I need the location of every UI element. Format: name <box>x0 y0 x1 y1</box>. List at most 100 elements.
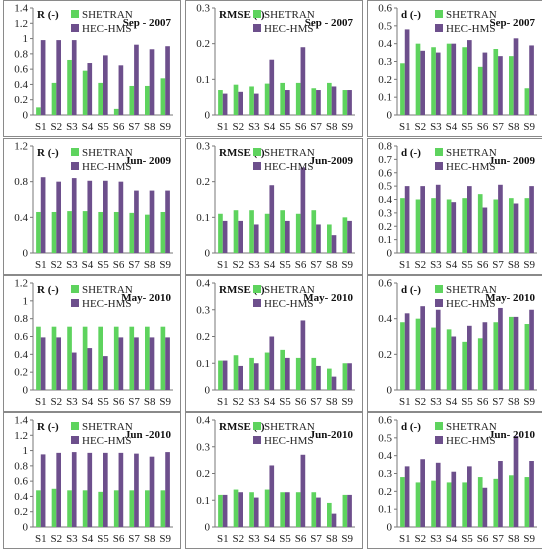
bar-shetran <box>218 360 223 390</box>
bar-shetran <box>51 82 57 115</box>
chart-panel: 0 0.2 0.4 0.6 S1 S2 S3 S4 S5 S6 S7 S8 S9 d (-) May- 20… <box>367 275 542 412</box>
bar-hec-hms <box>149 337 155 390</box>
y-tick-label: 0.4 <box>196 278 210 290</box>
legend-label-shetran: SHETRAN <box>264 284 315 296</box>
bar-shetran <box>113 108 119 115</box>
y-tick-label: 0.2 <box>378 221 392 233</box>
y-tick-label: 0.4 <box>196 415 210 427</box>
bar-hec-hms <box>149 49 155 116</box>
y-tick-label: 0.1 <box>378 234 392 246</box>
bar-shetran <box>82 326 88 390</box>
bar-hec-hms <box>165 337 170 390</box>
x-tick-label: S3 <box>66 259 78 271</box>
x-tick-label: S4 <box>264 259 276 271</box>
bar-hec-hms <box>482 207 488 253</box>
legend-swatch-shetran <box>71 148 79 156</box>
x-tick-label: S6 <box>477 259 489 271</box>
bar-hec-hms <box>269 465 275 527</box>
bar-hec-hms <box>149 190 155 253</box>
bar-shetran <box>233 355 239 390</box>
bar-hec-hms <box>420 459 425 527</box>
bar-hec-hms <box>56 337 61 390</box>
x-tick-label: S7 <box>310 396 322 408</box>
bar-hec-hms <box>451 202 457 253</box>
x-tick-label: S7 <box>128 121 140 133</box>
bar-hec-hms <box>467 40 472 115</box>
legend-label-shetran: SHETRAN <box>82 284 133 296</box>
bar-shetran <box>264 213 270 253</box>
x-tick-label: S8 <box>508 533 520 545</box>
bar-hec-hms <box>404 186 410 253</box>
chart-panel: 0 0.1 0.2 0.3 0.4 0.5 0.6 S1 S2 S3 S4 S5 S6 S7 S8 S9 d (… <box>367 0 542 137</box>
bar-shetran <box>51 326 57 390</box>
bar-hec-hms <box>498 56 503 115</box>
x-tick-label: S2 <box>415 396 427 408</box>
y-tick-label: 0.8 <box>14 176 28 188</box>
bar-shetran <box>36 490 41 527</box>
x-tick-label: S5 <box>279 259 291 271</box>
y-tick-label: 0.1 <box>196 495 210 507</box>
y-tick-label: 1 <box>23 295 29 307</box>
y-tick-label: 0.5 <box>378 181 392 193</box>
bar-shetran <box>462 198 467 253</box>
bar-shetran <box>280 349 285 390</box>
legend-label-hec-hms: HEC-HMS <box>446 435 496 447</box>
y-tick-label: 0.3 <box>378 468 392 480</box>
x-tick-label: S5 <box>461 121 473 133</box>
y-tick-label: 0 <box>387 385 393 397</box>
chart-title: Sep - 2007 <box>123 17 172 29</box>
x-tick-label: S1 <box>399 259 411 271</box>
x-tick-label: S1 <box>217 121 229 133</box>
bar-shetran <box>524 88 530 115</box>
bar-shetran <box>129 212 135 253</box>
y-tick-label: 0.2 <box>196 38 210 50</box>
bar-shetran <box>400 198 405 253</box>
legend-label-shetran: SHETRAN <box>446 147 497 159</box>
chart-title: Jun-2009 <box>310 155 354 167</box>
y-tick-label: 0.1 <box>196 74 210 86</box>
bar-hec-hms <box>435 52 441 115</box>
y-tick-label: 0.8 <box>14 460 28 472</box>
bar-shetran <box>129 490 135 527</box>
bar-hec-hms <box>40 40 46 115</box>
y-tick-label: 0.4 <box>14 79 28 91</box>
x-tick-label: S8 <box>144 121 156 133</box>
bar-hec-hms <box>103 356 108 390</box>
bar-shetran <box>342 494 348 527</box>
bar-hec-hms <box>529 309 534 390</box>
bar-hec-hms <box>103 452 108 527</box>
legend-swatch-hec-hms <box>435 299 443 307</box>
legend-label-shetran: SHETRAN <box>446 421 497 433</box>
bar-shetran <box>82 490 88 527</box>
bar-shetran <box>431 327 436 390</box>
bar-hec-hms <box>300 454 306 527</box>
bar-shetran <box>493 478 499 527</box>
legend-label-hec-hms: HEC-HMS <box>82 298 132 310</box>
y-tick-label: 0 <box>387 522 393 534</box>
legend-label-hec-hms: HEC-HMS <box>446 161 496 173</box>
y-tick-label: 0.3 <box>196 441 210 453</box>
bar-hec-hms <box>238 91 243 115</box>
legend-label-hec-hms: HEC-HMS <box>264 435 314 447</box>
x-tick-label: S7 <box>492 121 504 133</box>
x-tick-label: S2 <box>415 121 427 133</box>
y-tick-label: 0.8 <box>378 141 392 153</box>
y-tick-label: 0.1 <box>196 212 210 224</box>
y-tick-label: 0.2 <box>196 176 210 188</box>
bar-shetran <box>415 43 421 115</box>
bar-hec-hms <box>316 224 321 253</box>
x-tick-label: S5 <box>279 396 291 408</box>
x-tick-label: S6 <box>113 533 125 545</box>
y-tick-label: 0.4 <box>378 194 392 206</box>
x-tick-label: S9 <box>523 259 535 271</box>
chart-title: Sep- 2007 <box>489 17 535 29</box>
x-tick-label: S5 <box>461 259 473 271</box>
x-tick-label: S3 <box>66 533 78 545</box>
legend-swatch-hec-hms <box>71 162 79 170</box>
y-tick-label: 1.2 <box>14 18 28 30</box>
bar-shetran <box>493 49 499 116</box>
y-tick-label: 0 <box>23 110 29 122</box>
y-tick-label: 0.7 <box>378 154 392 166</box>
bar-shetran <box>493 199 499 253</box>
bar-shetran <box>51 211 57 253</box>
